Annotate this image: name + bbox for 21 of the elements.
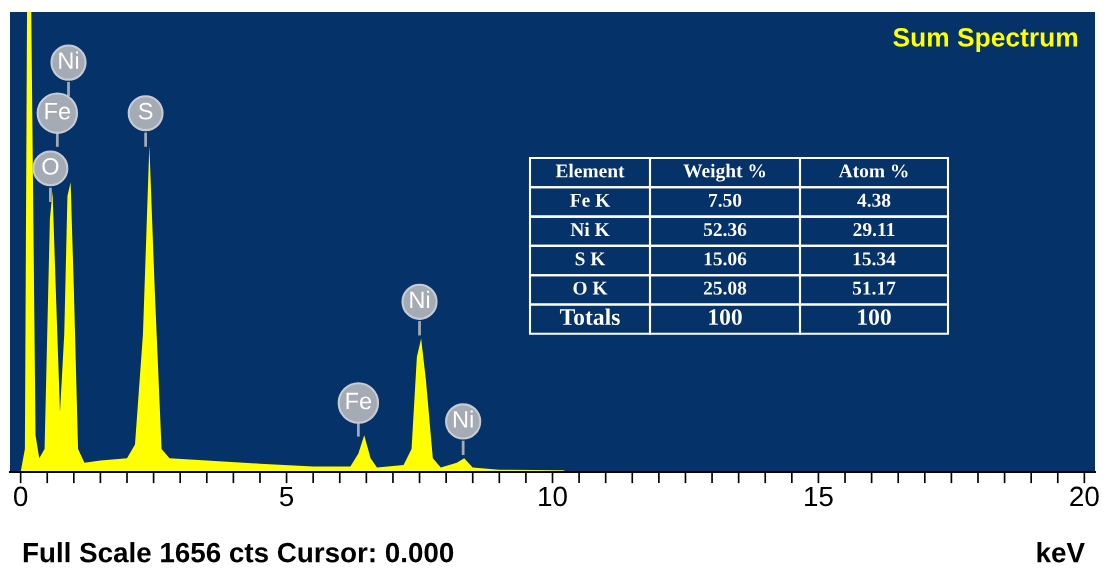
text: S K 15.06 15.34 xyxy=(575,252,896,266)
annotation: S xyxy=(138,102,153,120)
text: Sum Spectrum xyxy=(893,28,1078,52)
text: O K 25.08 51.17 xyxy=(573,281,896,295)
text: Fe K 7.50 4.38 xyxy=(570,193,891,207)
x-axis-title: keV xyxy=(1037,542,1085,563)
text: Totals 100 100 xyxy=(559,308,891,326)
x-tick-label: 10 xyxy=(539,486,567,507)
annotation: Ni xyxy=(59,51,79,69)
x-tick-label: 20 xyxy=(1070,486,1099,507)
text: Element Weight % Atom % xyxy=(555,163,908,182)
x-tick-label: 0 xyxy=(14,486,28,507)
x-tick-label: 15 xyxy=(805,486,833,507)
annotation: O xyxy=(42,158,59,175)
annotation: Fe xyxy=(346,392,372,410)
text: Full Scale 1656 cts Cursor: 0.000 xyxy=(23,542,454,563)
annotation: Fe xyxy=(45,103,71,120)
x-tick-label: 5 xyxy=(279,486,294,507)
annotation: Ni xyxy=(453,410,473,428)
annotation: Ni xyxy=(410,290,430,308)
text: Ni K 52.36 29.11 xyxy=(570,222,895,237)
